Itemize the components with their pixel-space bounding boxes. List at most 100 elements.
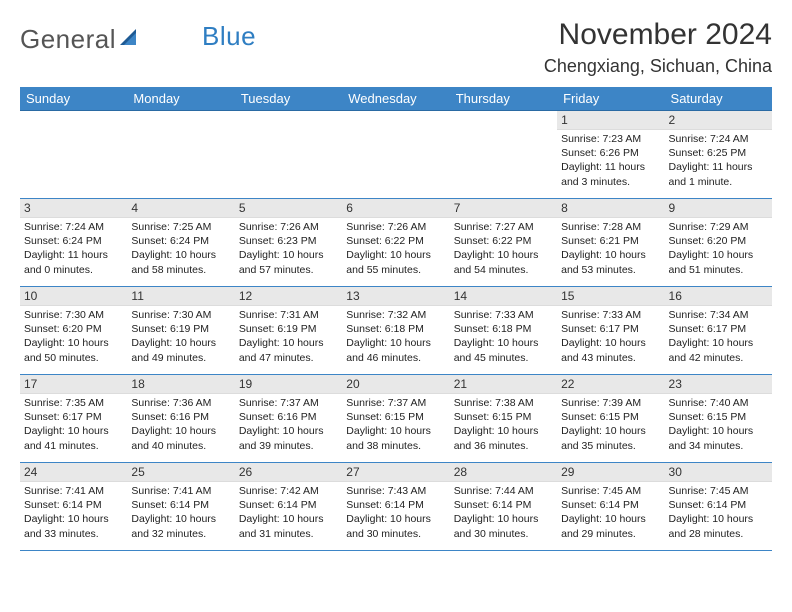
sunrise-text: Sunrise: 7:33 AM (454, 308, 553, 322)
calendar-day-cell: 6Sunrise: 7:26 AMSunset: 6:22 PMDaylight… (342, 199, 449, 287)
calendar-day-cell: 17Sunrise: 7:35 AMSunset: 6:17 PMDayligh… (20, 375, 127, 463)
calendar-week-row: 17Sunrise: 7:35 AMSunset: 6:17 PMDayligh… (20, 375, 772, 463)
sunset-text: Sunset: 6:18 PM (346, 322, 445, 336)
sunset-text: Sunset: 6:17 PM (669, 322, 768, 336)
day-number: 18 (127, 375, 234, 394)
daylight-text: Daylight: 10 hours and 54 minutes. (454, 248, 553, 276)
sunset-text: Sunset: 6:17 PM (561, 322, 660, 336)
sunset-text: Sunset: 6:14 PM (131, 498, 230, 512)
day-number: 17 (20, 375, 127, 394)
calendar-day-cell (450, 111, 557, 199)
day-details: Sunrise: 7:45 AMSunset: 6:14 PMDaylight:… (557, 482, 664, 545)
calendar-day-cell: 28Sunrise: 7:44 AMSunset: 6:14 PMDayligh… (450, 463, 557, 551)
day-number: 11 (127, 287, 234, 306)
day-details: Sunrise: 7:31 AMSunset: 6:19 PMDaylight:… (235, 306, 342, 369)
day-details: Sunrise: 7:34 AMSunset: 6:17 PMDaylight:… (665, 306, 772, 369)
sunrise-text: Sunrise: 7:29 AM (669, 220, 768, 234)
day-number: 15 (557, 287, 664, 306)
calendar-day-cell: 16Sunrise: 7:34 AMSunset: 6:17 PMDayligh… (665, 287, 772, 375)
sunset-text: Sunset: 6:25 PM (669, 146, 768, 160)
calendar-day-cell: 10Sunrise: 7:30 AMSunset: 6:20 PMDayligh… (20, 287, 127, 375)
day-number: 22 (557, 375, 664, 394)
day-details: Sunrise: 7:41 AMSunset: 6:14 PMDaylight:… (127, 482, 234, 545)
sunset-text: Sunset: 6:22 PM (346, 234, 445, 248)
daylight-text: Daylight: 10 hours and 39 minutes. (239, 424, 338, 452)
sunset-text: Sunset: 6:18 PM (454, 322, 553, 336)
sunset-text: Sunset: 6:23 PM (239, 234, 338, 248)
day-number: 20 (342, 375, 449, 394)
day-number: 24 (20, 463, 127, 482)
daylight-text: Daylight: 10 hours and 30 minutes. (454, 512, 553, 540)
calendar-week-row: 10Sunrise: 7:30 AMSunset: 6:20 PMDayligh… (20, 287, 772, 375)
day-details: Sunrise: 7:24 AMSunset: 6:25 PMDaylight:… (665, 130, 772, 193)
sunset-text: Sunset: 6:20 PM (669, 234, 768, 248)
sunrise-text: Sunrise: 7:42 AM (239, 484, 338, 498)
calendar-day-cell (127, 111, 234, 199)
daylight-text: Daylight: 10 hours and 29 minutes. (561, 512, 660, 540)
calendar-day-cell: 5Sunrise: 7:26 AMSunset: 6:23 PMDaylight… (235, 199, 342, 287)
day-details: Sunrise: 7:30 AMSunset: 6:20 PMDaylight:… (20, 306, 127, 369)
daylight-text: Daylight: 10 hours and 28 minutes. (669, 512, 768, 540)
calendar-day-cell (342, 111, 449, 199)
sunset-text: Sunset: 6:17 PM (24, 410, 123, 424)
day-number: 10 (20, 287, 127, 306)
sail-icon (120, 27, 142, 52)
calendar-day-cell: 11Sunrise: 7:30 AMSunset: 6:19 PMDayligh… (127, 287, 234, 375)
day-number: 26 (235, 463, 342, 482)
daylight-text: Daylight: 10 hours and 43 minutes. (561, 336, 660, 364)
sunset-text: Sunset: 6:14 PM (239, 498, 338, 512)
sunrise-text: Sunrise: 7:27 AM (454, 220, 553, 234)
day-details: Sunrise: 7:33 AMSunset: 6:18 PMDaylight:… (450, 306, 557, 369)
calendar-day-cell: 30Sunrise: 7:45 AMSunset: 6:14 PMDayligh… (665, 463, 772, 551)
sunset-text: Sunset: 6:21 PM (561, 234, 660, 248)
daylight-text: Daylight: 10 hours and 40 minutes. (131, 424, 230, 452)
daylight-text: Daylight: 10 hours and 32 minutes. (131, 512, 230, 540)
sunset-text: Sunset: 6:14 PM (454, 498, 553, 512)
calendar-day-cell: 22 Sunrise: 7:39 AMSunset: 6:15 PMDayligh… (557, 375, 664, 463)
day-details: Sunrise: 7:33 AMSunset: 6:17 PMDaylight:… (557, 306, 664, 369)
day-details: Sunrise: 7:25 AMSunset: 6:24 PMDaylight:… (127, 218, 234, 281)
day-details: Sunrise: 7:27 AMSunset: 6:22 PMDaylight:… (450, 218, 557, 281)
sunrise-text: Sunrise: 7:37 AM (346, 396, 445, 410)
sunset-text: Sunset: 6:19 PM (239, 322, 338, 336)
sunrise-text: Sunrise: 7:43 AM (346, 484, 445, 498)
daylight-text: Daylight: 10 hours and 35 minutes. (561, 424, 660, 452)
day-number: 21 (450, 375, 557, 394)
sunrise-text: Sunrise: 7:33 AM (561, 308, 660, 322)
calendar-body: 1Sunrise: 7:23 AMSunset: 6:26 PMDaylight… (20, 111, 772, 551)
sunrise-text: Sunrise: 7:45 AM (669, 484, 768, 498)
calendar-day-cell: 13Sunrise: 7:32 AMSunset: 6:18 PMDayligh… (342, 287, 449, 375)
calendar-day-cell: 7Sunrise: 7:27 AMSunset: 6:22 PMDaylight… (450, 199, 557, 287)
day-details: Sunrise: 7:43 AMSunset: 6:14 PMDaylight:… (342, 482, 449, 545)
day-number: 27 (342, 463, 449, 482)
daylight-text: Daylight: 10 hours and 51 minutes. (669, 248, 768, 276)
sunrise-text: Sunrise: 7:34 AM (669, 308, 768, 322)
sunrise-text: Sunrise: 7:37 AM (239, 396, 338, 410)
calendar-day-cell: 21Sunrise: 7:38 AMSunset: 6:15 PMDayligh… (450, 375, 557, 463)
daylight-text: Daylight: 10 hours and 53 minutes. (561, 248, 660, 276)
daylight-text: Daylight: 11 hours and 0 minutes. (24, 248, 123, 276)
day-details: Sunrise: 7:37 AMSunset: 6:16 PMDaylight:… (235, 394, 342, 457)
daylight-text: Daylight: 10 hours and 38 minutes. (346, 424, 445, 452)
sunrise-text: Sunrise: 7:39 AM (561, 396, 660, 410)
daylight-text: Daylight: 10 hours and 46 minutes. (346, 336, 445, 364)
calendar-day-cell: 4Sunrise: 7:25 AMSunset: 6:24 PMDaylight… (127, 199, 234, 287)
calendar-day-cell: 23Sunrise: 7:40 AMSunset: 6:15 PMDayligh… (665, 375, 772, 463)
calendar-day-cell: 12Sunrise: 7:31 AMSunset: 6:19 PMDayligh… (235, 287, 342, 375)
sunset-text: Sunset: 6:15 PM (561, 410, 660, 424)
location-label: Chengxiang, Sichuan, China (544, 56, 772, 77)
sunrise-text: Sunrise: 7:26 AM (239, 220, 338, 234)
daylight-text: Daylight: 10 hours and 34 minutes. (669, 424, 768, 452)
day-details: Sunrise: 7:45 AMSunset: 6:14 PMDaylight:… (665, 482, 772, 545)
weekday-header: Sunday (20, 87, 127, 111)
day-number: 23 (665, 375, 772, 394)
month-title: November 2024 (544, 18, 772, 52)
calendar-day-cell: 3Sunrise: 7:24 AMSunset: 6:24 PMDaylight… (20, 199, 127, 287)
weekday-header: Friday (557, 87, 664, 111)
calendar-week-row: 24Sunrise: 7:41 AMSunset: 6:14 PMDayligh… (20, 463, 772, 551)
sunset-text: Sunset: 6:22 PM (454, 234, 553, 248)
calendar-day-cell: 18Sunrise: 7:36 AMSunset: 6:16 PMDayligh… (127, 375, 234, 463)
sunset-text: Sunset: 6:14 PM (24, 498, 123, 512)
day-number: 9 (665, 199, 772, 218)
sunset-text: Sunset: 6:16 PM (239, 410, 338, 424)
